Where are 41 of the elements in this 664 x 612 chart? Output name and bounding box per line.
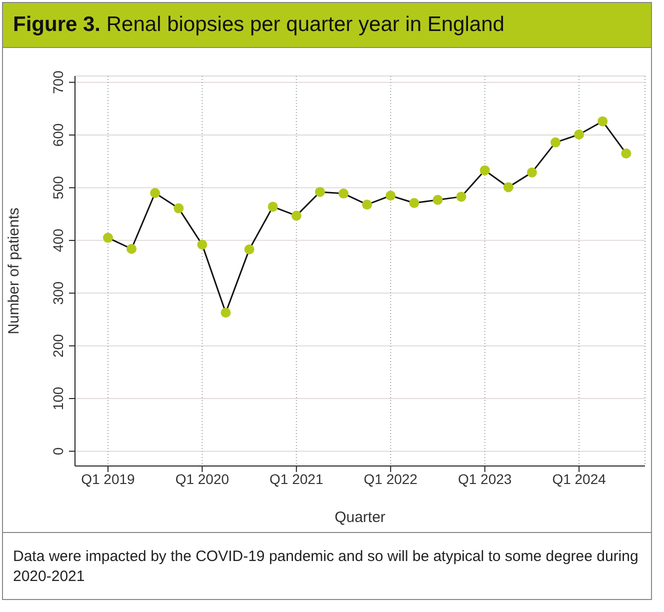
point: [268, 202, 278, 212]
x-axis-title: Quarter: [334, 509, 386, 526]
point: [598, 116, 608, 126]
x-tick-label: Q1 2021: [270, 470, 324, 487]
point: [362, 200, 372, 210]
point: [126, 244, 137, 254]
x-tick-label: Q1 2019: [81, 470, 136, 487]
point: [150, 188, 160, 198]
y-tick-label: 500: [50, 176, 66, 200]
point: [314, 186, 325, 197]
point: [503, 182, 514, 192]
y-tick-label: 600: [50, 123, 66, 147]
y-tick-label: 400: [50, 228, 66, 252]
y-tick-label: 100: [50, 386, 66, 410]
y-axis-title: Number of patients: [5, 208, 22, 334]
point: [574, 130, 584, 140]
chart-title: Figure 3. Renal biopsies per quarter year in England: [13, 13, 504, 37]
x-tick-label: Q1 2023: [458, 470, 512, 487]
y-tick-label: 700: [50, 70, 66, 94]
point: [174, 203, 184, 214]
y-tick-label: 300: [50, 281, 66, 305]
point: [386, 190, 396, 201]
x-tick-label: Q1 2024: [552, 470, 606, 487]
y-tick-label: 0: [50, 447, 66, 456]
point: [526, 167, 537, 178]
point: [291, 210, 302, 221]
point: [480, 165, 490, 176]
text: Data were impacted by the COVID-19 pandemic and so will be atypical to some degree during 2020-2021: [12, 547, 640, 587]
point: [244, 244, 254, 254]
point: [550, 137, 560, 148]
x-tick-label: Q1 2022: [364, 470, 418, 487]
point: [220, 308, 231, 318]
point: [102, 232, 113, 243]
point: [338, 188, 349, 199]
y-tick-label: 200: [50, 334, 66, 358]
point: [621, 148, 632, 158]
point: [432, 194, 443, 205]
x-tick-label: Q1 2020: [175, 470, 230, 487]
point: [456, 192, 466, 202]
point: [409, 198, 420, 208]
point: [197, 240, 208, 250]
